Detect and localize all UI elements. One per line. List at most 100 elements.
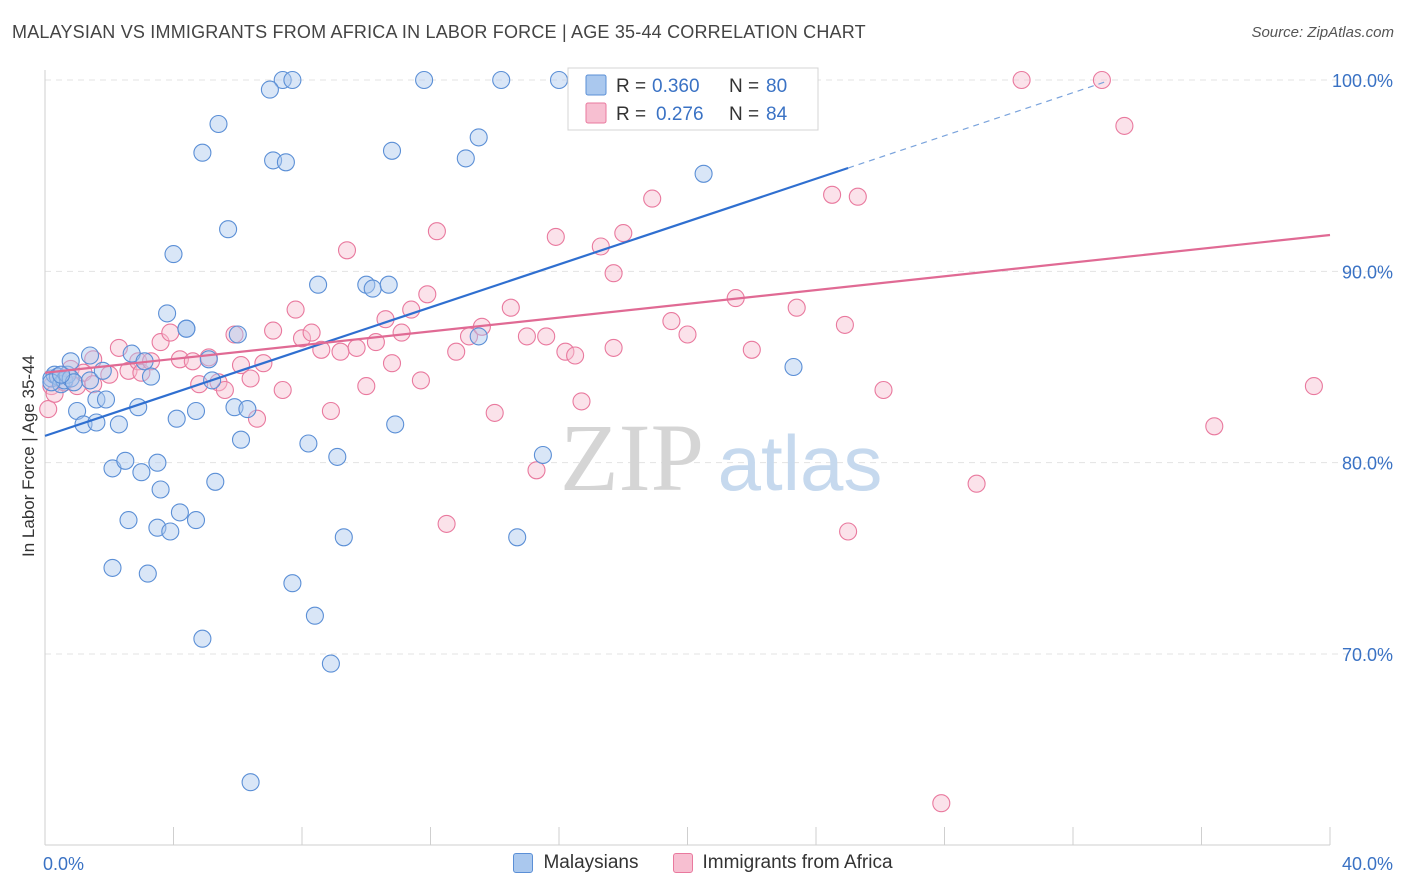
legend-series: Malaysians Immigrants from Africa [0,852,1406,874]
scatter-point [199,350,218,369]
scatter-point [80,371,100,390]
scatter-point [456,149,475,168]
scatter-point [787,298,806,317]
tick-labels: 100.0% 90.0% 80.0% 70.0% 0.0% 40.0% [43,71,1393,874]
scatter-point [447,342,466,361]
legend-swatch-malaysians [585,74,607,96]
x-tick-label: 40.0% [1342,854,1393,874]
scatter-point [116,451,135,470]
scatter-point [292,329,312,348]
scatter-point [402,300,421,319]
legend-swatch-immigrants-from-africa [585,102,607,124]
scatter-point [556,342,575,361]
y-tick-label: 90.0% [1342,262,1393,282]
legend-n-value-immigrants-from-africa: 84 [766,104,788,125]
scatter-point [678,325,697,344]
x-tick-label: 0.0% [43,854,84,874]
scatter-point [215,380,234,400]
scatter-point [193,143,212,162]
scatter-point [247,409,267,428]
scatter-point [835,315,854,334]
scatter-point [1092,70,1111,90]
scatter-point [1012,70,1031,90]
scatter-point [418,285,437,304]
scatter-point [508,528,527,547]
scatter-point [132,463,151,482]
legend-item-malaysians: Malaysians [513,852,639,874]
scatter-point [357,377,376,396]
scatter-point [604,264,623,283]
trend-line [44,166,849,437]
scatter-point [138,564,157,583]
scatter-point [186,401,206,421]
scatter-point [42,373,61,392]
scatter-point [80,346,100,365]
scatter-point [273,380,292,400]
watermark: ZIP atlas [560,404,882,511]
scatter-point [501,298,520,317]
scatter-point [241,773,260,792]
scatter-point [148,453,167,472]
scatter-point [694,164,713,183]
scatter-point [331,342,350,361]
scatter-point [337,241,357,260]
scatter-point [167,409,186,428]
scatter-point [45,384,64,403]
scatter-point [874,380,893,400]
scatter-point [643,189,662,208]
scatter-point [119,511,138,530]
scatter-point [264,321,283,340]
scatter-point [546,227,565,246]
scatter-point [276,153,295,172]
scatter-point [437,514,456,533]
scatter-point [164,245,183,264]
scatter-point [158,304,177,323]
y-tick-label: 100.0% [1332,71,1393,91]
scatter-point [299,434,318,453]
scatter-point [61,352,80,371]
legend-swatch-malaysians [513,853,534,873]
scatter-point [321,401,340,421]
scatter-point [109,415,128,434]
scatter-point [392,323,411,342]
scatter-point [469,128,488,147]
scatter-point [238,400,257,419]
scatter-point [219,220,238,239]
scatter-point [186,511,206,530]
scatter-point [193,629,212,648]
legend-r-label-malaysians: R = [616,76,646,97]
scatter-point [170,503,189,522]
scatter-point [1304,377,1323,396]
legend-n-value-malaysians: 80 [766,76,787,97]
chart-title: MALAYSIAN VS IMMIGRANTS FROM AFRICA IN L… [12,22,866,42]
scatter-point [309,275,328,294]
watermark-zip: ZIP [560,404,704,511]
scatter-point [231,430,251,449]
scatter-point [241,369,260,388]
scatter-point [415,70,434,90]
legend-n-label-malaysians: N = [729,76,759,97]
trend-lines [44,81,1331,437]
scatter-point [161,323,180,342]
source-label: Source: ZipAtlas.com [1251,24,1394,41]
scatter-point [784,357,803,377]
scatter-point [517,327,536,346]
scatter-point [427,222,446,241]
scatter-point [305,606,324,625]
y-tick-label: 70.0% [1342,645,1393,665]
legend-r-value-malaysians: 0.360 [652,76,700,97]
trend-line-extension [847,81,1106,169]
scatter-point [151,480,170,499]
trend-line [44,233,1331,374]
scatter-point [527,461,546,480]
scatter-point [302,323,321,342]
legend-r-value-immigrants-from-africa: 0.276 [656,104,704,125]
scatter-point [848,187,867,206]
legend-n-label-immigrants-from-africa: N = [729,104,759,125]
scatter-point [549,70,569,90]
scatter-point [283,574,302,593]
scatter-point [334,528,353,547]
watermark-atlas: atlas [718,419,883,507]
scatter-point [469,327,488,346]
